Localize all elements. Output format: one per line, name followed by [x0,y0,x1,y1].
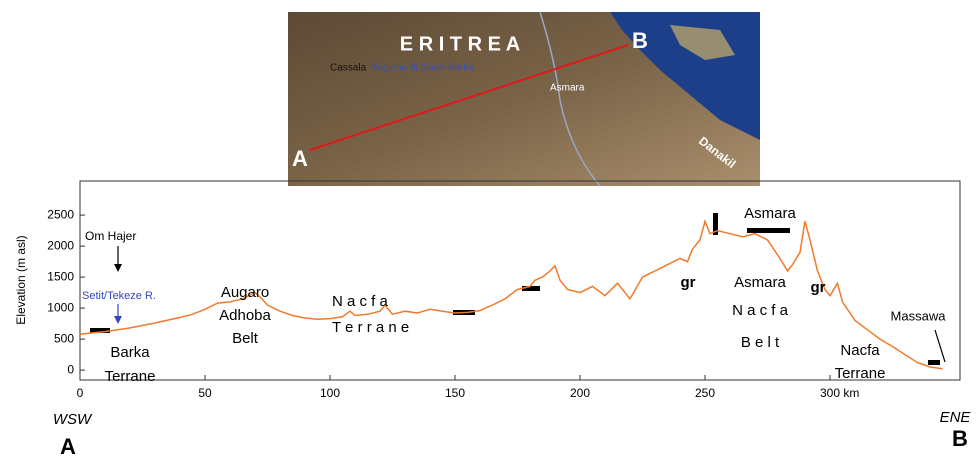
annotation: gr [811,279,826,296]
figure: E R I T R E A Cassala Regione di Gash-Ba… [0,0,978,457]
annotation: Augaro [221,284,269,301]
site-bar [522,286,540,291]
annotation: Nacfa [840,342,880,359]
map-place: Regione di Gash-Barka [370,63,474,74]
arrow-head [114,316,122,324]
annotation: gr [681,274,696,291]
annotation: Barka [110,344,150,361]
map-start: A [292,146,308,171]
annotation: T e r r a n e [332,319,409,336]
arrow [935,330,945,362]
annotation: N a c f a [332,293,389,310]
x-tick-label: 250 [695,386,715,400]
annotation: B [952,426,968,451]
plot-frame [80,181,960,380]
annotation: Setit/Tekeze R. [82,290,156,302]
annotation: Massawa [891,308,947,323]
map-place: Cassala [330,63,367,74]
x-tick-label: 300 km [820,386,859,400]
annotation: Terrane [105,368,156,385]
x-tick-label: 100 [320,386,340,400]
annotation: Om Hajer [85,229,136,243]
map-end: B [632,28,648,53]
y-tick-label: 1500 [47,269,74,283]
y-tick-label: 0 [67,362,74,376]
y-tick-label: 2000 [47,238,74,252]
annotation: Asmara [734,274,786,291]
annotation: Asmara [744,205,796,222]
arrow-head [114,264,122,272]
y-tick-label: 1000 [47,300,74,314]
site-bar [747,228,790,233]
annotation: B e l t [741,334,780,351]
annotation: Adhoba [219,307,271,324]
y-tick-label: 500 [54,331,74,345]
x-tick-label: 150 [445,386,465,400]
map: E R I T R E A Cassala Regione di Gash-Ba… [288,12,760,186]
y-axis-label: Elevation (m asl) [14,235,28,324]
annotation: Belt [232,330,259,347]
annotation: A [60,434,76,457]
annotation: N a c f a [732,302,789,319]
y-tick-label: 2500 [47,207,74,221]
annotation: Terrane [835,365,886,382]
x-tick-label: 200 [570,386,590,400]
site-bar [928,360,940,365]
map-place: Asmara [550,83,585,94]
x-tick-label: 50 [198,386,212,400]
annotation: ENE [940,409,972,426]
map-country: E R I T R E A [400,33,520,55]
annotation: WSW [53,411,93,428]
x-tick-label: 0 [77,386,84,400]
